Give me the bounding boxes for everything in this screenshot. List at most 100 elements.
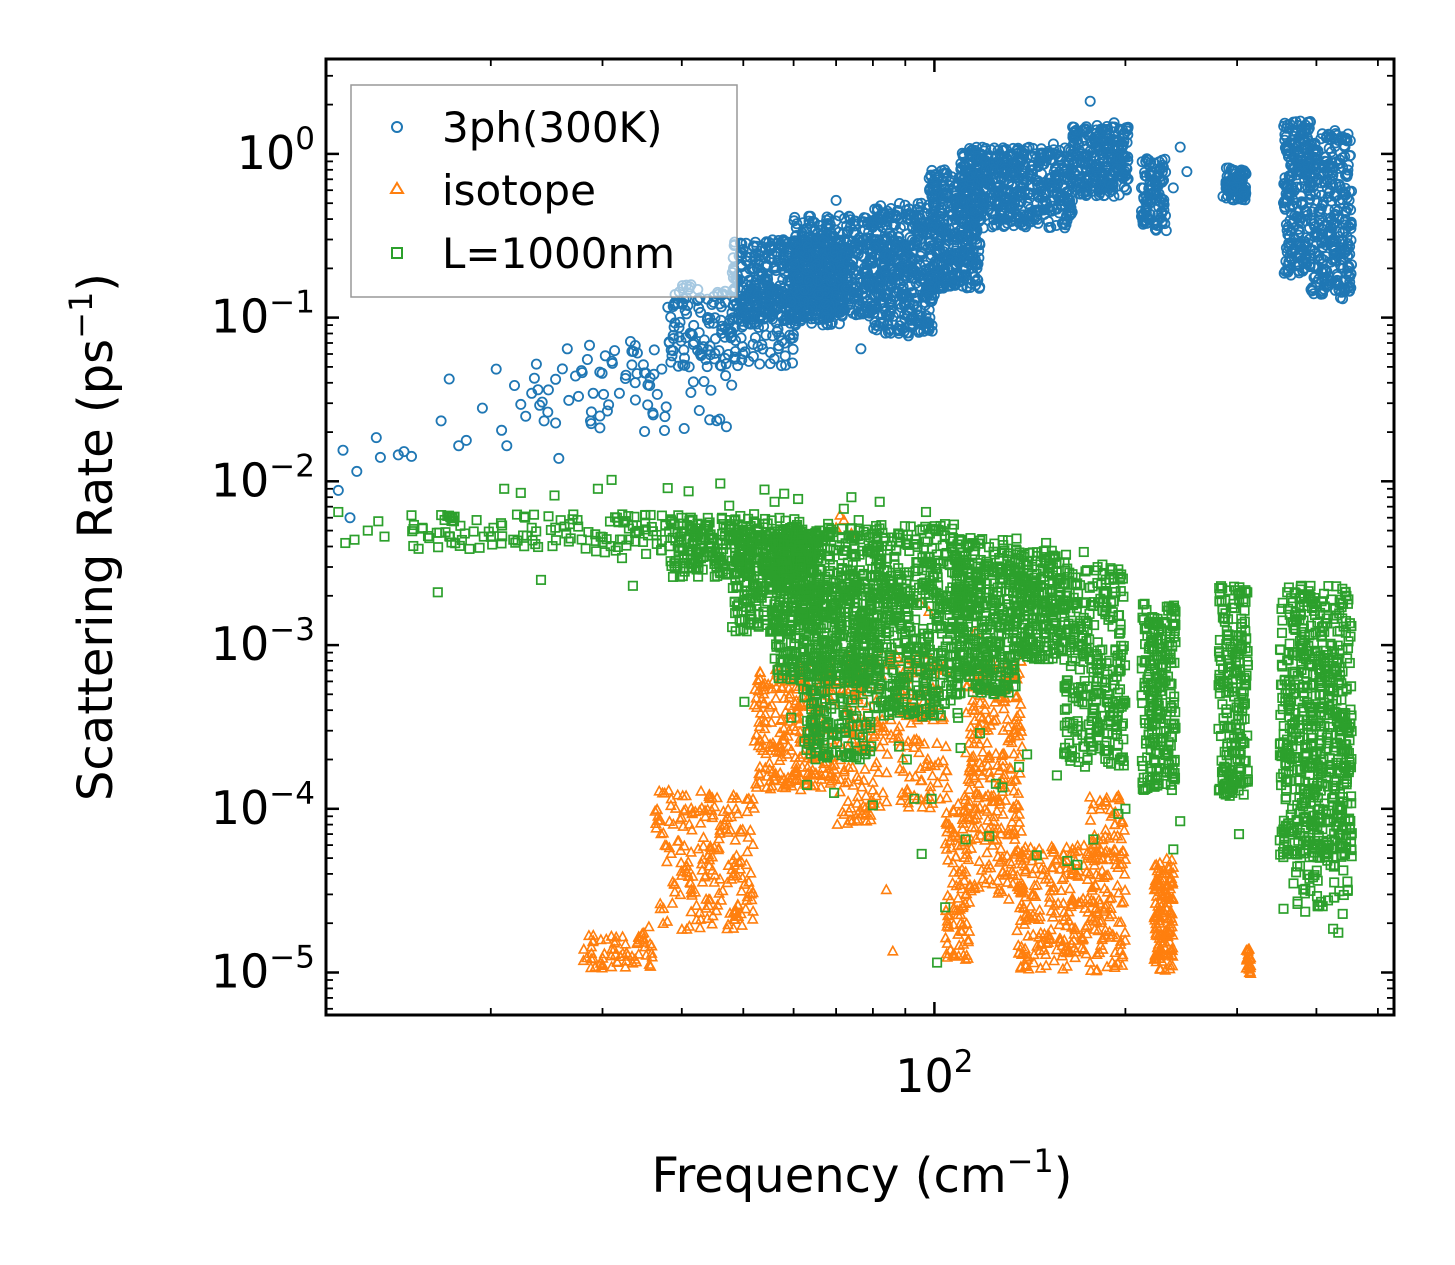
point-3ph (779, 337, 791, 349)
point-3ph (679, 352, 691, 364)
point-3ph (601, 405, 613, 417)
point-3ph (603, 399, 615, 411)
point-3ph (800, 222, 812, 234)
point-3ph (631, 347, 643, 359)
point-3ph (764, 253, 776, 265)
point-3ph (848, 226, 860, 238)
point-3ph (550, 417, 562, 429)
point-3ph (704, 414, 716, 426)
point-3ph (678, 422, 690, 434)
point-3ph (704, 349, 716, 361)
point-3ph (837, 228, 849, 240)
point-3ph (820, 298, 832, 310)
point-3ph (598, 388, 610, 400)
point-3ph (720, 421, 732, 433)
point-3ph (834, 306, 846, 318)
point-3ph (719, 352, 731, 364)
point-3ph (808, 216, 820, 228)
point-3ph (702, 311, 714, 323)
point-3ph (694, 348, 706, 360)
point-3ph (749, 277, 761, 289)
point-3ph (813, 299, 825, 311)
point-3ph (854, 276, 866, 288)
point-3ph (781, 246, 793, 258)
point-3ph (801, 264, 813, 276)
point-3ph (740, 237, 752, 249)
point-3ph (584, 339, 596, 351)
point-3ph (747, 240, 759, 252)
point-3ph (639, 425, 651, 437)
point-3ph (850, 245, 862, 257)
point-3ph (693, 302, 705, 314)
point-3ph (790, 229, 802, 241)
point-3ph (819, 285, 831, 297)
point-3ph (626, 359, 638, 371)
point-3ph (761, 299, 773, 311)
point-3ph (849, 220, 861, 232)
point-3ph (788, 283, 800, 295)
point-3ph (839, 304, 851, 316)
point-3ph (737, 243, 749, 255)
point-3ph (726, 379, 738, 391)
point-3ph (842, 256, 854, 268)
point-3ph (673, 322, 685, 334)
point-3ph (667, 332, 679, 344)
point-3ph (706, 298, 718, 310)
point-3ph (787, 329, 799, 341)
point-3ph (814, 287, 826, 299)
point-3ph (687, 376, 699, 388)
point-3ph (833, 210, 845, 222)
point-3ph (761, 236, 773, 248)
point-3ph (850, 215, 862, 227)
point-3ph (737, 276, 749, 288)
point-3ph (556, 363, 568, 375)
point-3ph (563, 394, 575, 406)
point-3ph (773, 340, 785, 352)
point-3ph (573, 390, 585, 402)
point-3ph (790, 311, 802, 323)
point-3ph (651, 388, 663, 400)
point-3ph (720, 370, 732, 382)
point-3ph (642, 399, 654, 411)
point-3ph (736, 354, 748, 366)
point-3ph (820, 311, 832, 323)
point-3ph (659, 424, 671, 436)
point-3ph (674, 316, 686, 328)
point-3ph (821, 304, 833, 316)
point-3ph (754, 358, 766, 370)
point-3ph (760, 276, 772, 288)
point-3ph (534, 399, 546, 411)
point-3ph (701, 361, 713, 373)
point-3ph (791, 218, 803, 230)
point-3ph (772, 323, 784, 335)
point-3ph (761, 260, 773, 272)
point-3ph (743, 355, 755, 367)
point-3ph (775, 360, 787, 372)
point-3ph (681, 308, 693, 320)
point-3ph (791, 271, 803, 283)
point-3ph (709, 312, 721, 324)
point-3ph (629, 394, 641, 406)
point-3ph (685, 386, 697, 398)
point-3ph (766, 242, 778, 254)
point-3ph (741, 285, 753, 297)
point-3ph (812, 227, 824, 239)
point-3ph (672, 297, 684, 309)
point-3ph (585, 406, 597, 418)
point-3ph (787, 357, 799, 369)
point-3ph (836, 263, 848, 275)
point-3ph (639, 367, 651, 379)
point-3ph (767, 330, 779, 342)
point-3ph (838, 266, 850, 278)
point-3ph (801, 237, 813, 249)
point-3ph (788, 258, 800, 270)
point-3ph (825, 275, 837, 287)
point-3ph (802, 241, 814, 253)
point-3ph (594, 410, 606, 422)
data-points-layer (332, 95, 1358, 979)
point-3ph (789, 211, 801, 223)
point-3ph (760, 329, 772, 341)
point-3ph (609, 345, 621, 357)
point-3ph (787, 343, 799, 355)
point-3ph (542, 384, 554, 396)
